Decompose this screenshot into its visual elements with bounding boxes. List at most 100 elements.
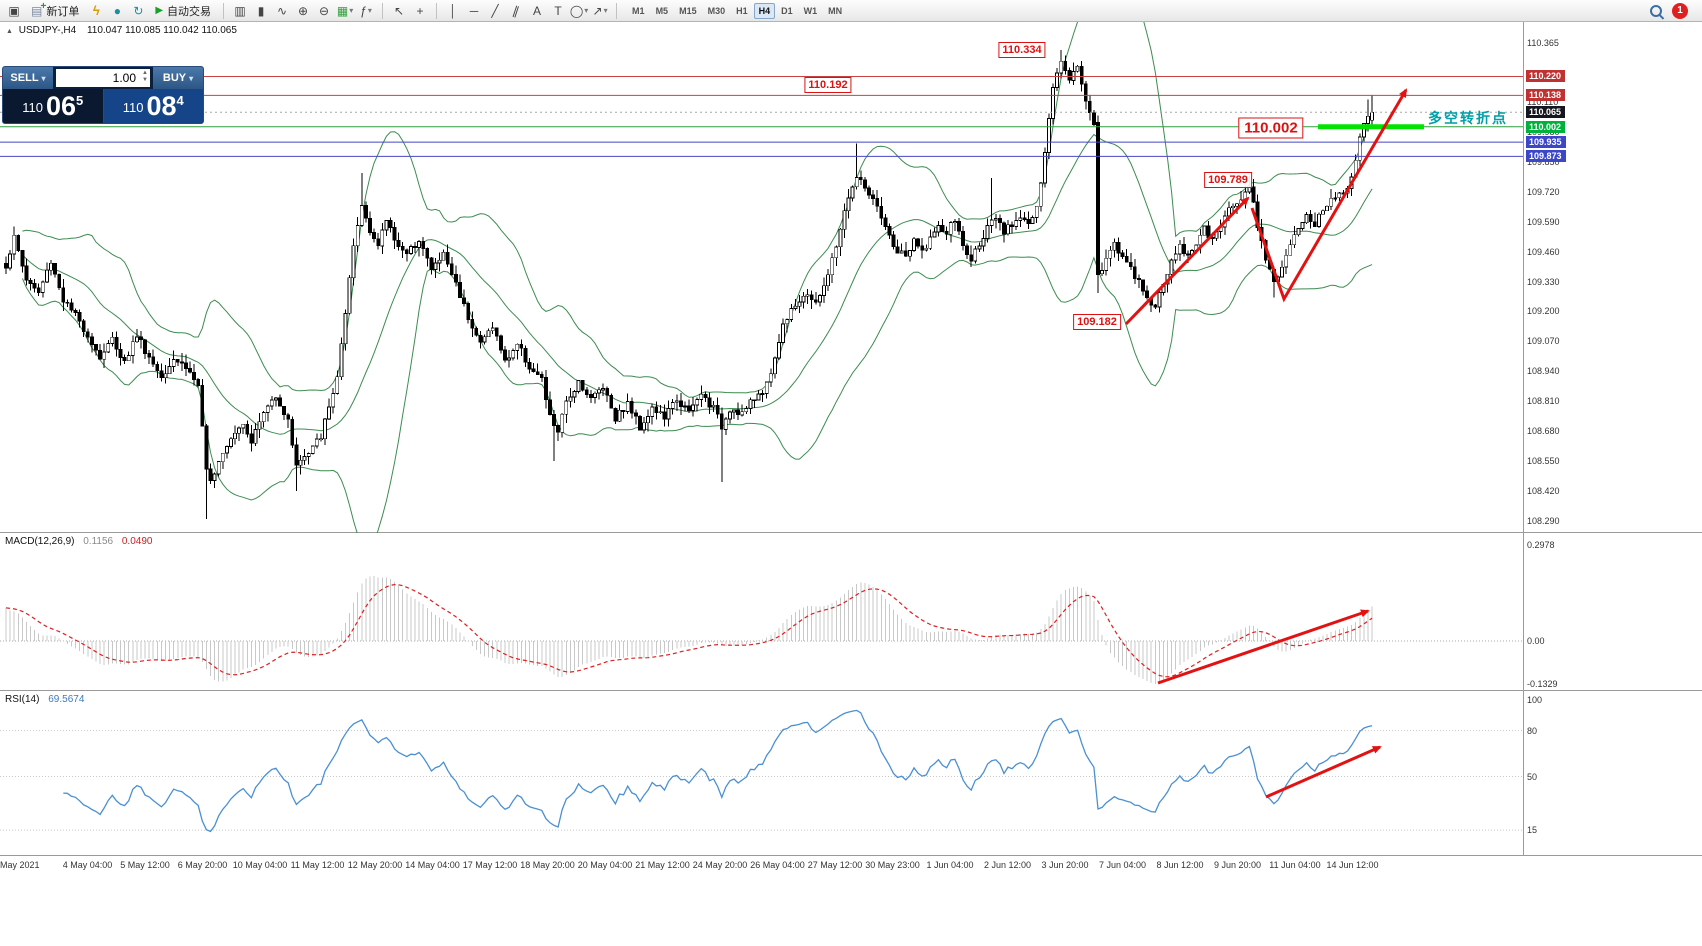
time-scale-label: 3 Jun 20:00: [1041, 860, 1089, 870]
cursor-icon[interactable]: ↖: [394, 3, 405, 18]
timeframe-mn[interactable]: MN: [828, 5, 843, 16]
time-scale-label: 21 May 12:00: [635, 860, 690, 870]
time-scale-label: May 2021: [0, 860, 40, 870]
rsi-pane[interactable]: RSI(14) 69.5674 100 80 50 15: [0, 691, 1702, 856]
chevron-down-icon: ▾: [189, 73, 194, 83]
time-scale-label: 26 May 04:00: [750, 860, 805, 870]
timeframe-d1[interactable]: D1: [781, 5, 793, 16]
horizontal-lines: [0, 76, 1523, 157]
shapes-icon[interactable]: ◯ ▾: [569, 3, 589, 18]
trendline-icon[interactable]: ╱: [491, 3, 499, 18]
autotrading-button[interactable]: ▶ 自动交易: [149, 2, 217, 20]
charts-icon[interactable]: ●: [113, 3, 121, 18]
time-scale-label: 2 Jun 12:00: [983, 860, 1032, 870]
sell-button[interactable]: SELL ▾: [3, 67, 53, 89]
macd-signal-line: [5, 583, 1373, 678]
search-icon[interactable]: [1648, 3, 1664, 19]
vertical-line-icon[interactable]: │: [449, 3, 457, 18]
zoom-in-icon[interactable]: ⊕: [298, 3, 309, 18]
refresh-icon[interactable]: ↻: [133, 3, 144, 18]
volume-field: ▲▼: [56, 69, 150, 87]
macd-pane[interactable]: MACD(12,26,9) 0.1156 0.0490 0.2978 0.00 -0…: [0, 533, 1702, 691]
rsi-canvas[interactable]: [0, 691, 1523, 856]
timeframe-m1[interactable]: M1: [632, 5, 645, 16]
rsi-axis[interactable]: 100 80 50 15: [1526, 691, 1646, 855]
timeframe-h4[interactable]: H4: [753, 2, 776, 19]
rsi-scale-label: 100: [1527, 695, 1543, 705]
sell-price[interactable]: 110 06 5: [3, 89, 103, 123]
autotrading-label: 自动交易: [167, 5, 212, 18]
timeframe-m5[interactable]: M5: [655, 5, 669, 16]
time-scale-label: 11 Jun 04:00: [1269, 860, 1321, 870]
macd-canvas[interactable]: [0, 533, 1523, 691]
text-tool-icon[interactable]: A: [533, 3, 542, 18]
buy-price[interactable]: 110 08 4: [102, 89, 203, 123]
chevron-down-icon: ▾: [367, 6, 372, 15]
price-callout: 110.192: [804, 77, 852, 93]
channel-icon[interactable]: ∥: [511, 2, 522, 19]
notification-badge[interactable]: 1: [1672, 2, 1688, 19]
time-scale-label: 9 Jun 20:00: [1213, 860, 1262, 870]
price-callout: 110.002: [1238, 117, 1304, 139]
price-badge: 110.138: [1526, 89, 1566, 102]
line-chart-icon[interactable]: ∿: [277, 3, 288, 18]
time-scale-label: 8 Jun 12:00: [1156, 860, 1204, 870]
price-scale-label: 108.810: [1527, 396, 1560, 407]
price-scale-label: 108.420: [1527, 486, 1560, 497]
arrow-tool-icon[interactable]: ↗ ▾: [592, 3, 608, 18]
timeframe-h1[interactable]: H1: [736, 5, 748, 16]
volume-input[interactable]: [56, 69, 150, 87]
rsi-value: 69.5674: [48, 694, 85, 705]
symbol-name: USDJPY-,H4: [18, 25, 77, 36]
macd-signal-value: 0.0490: [121, 536, 153, 547]
one-click-trade-panel: SELL▾ ▲▼ BUY▾ 110 06 5 110 08: [2, 66, 204, 124]
timeframe-m30[interactable]: M30: [707, 5, 726, 16]
volume-stepper[interactable]: ▲ ▼: [142, 70, 148, 83]
price-scale-label: 108.550: [1527, 456, 1560, 467]
zoom-out-icon[interactable]: ⊖: [319, 3, 330, 18]
grid-icon[interactable]: ▦ ▾: [336, 3, 354, 18]
indicators-icon[interactable]: ƒ ▾: [360, 3, 372, 18]
horizontal-line-icon[interactable]: ─: [469, 3, 479, 18]
label-tool-icon[interactable]: T: [554, 3, 562, 18]
quick-trade-icon[interactable]: ϟ: [92, 3, 100, 18]
timeframe-w1[interactable]: W1: [803, 5, 818, 16]
price-chart-canvas[interactable]: [0, 22, 1523, 533]
price-badge: 109.935: [1526, 136, 1566, 149]
crosshair-icon[interactable]: +: [416, 3, 424, 18]
price-chart-pane[interactable]: ▲ USDJPY-,H4 110.047 110.085 110.042 110…: [0, 22, 1702, 533]
time-scale-label: 14 May 04:00: [405, 860, 460, 870]
chevron-down-icon: ▾: [584, 6, 589, 15]
collapse-triangle-icon[interactable]: ▲: [6, 28, 13, 35]
timeframe-m15[interactable]: M15: [679, 5, 697, 16]
macd-scale-label: -0.1329: [1527, 678, 1558, 689]
time-scale-label: 5 May 12:00: [120, 860, 170, 870]
candlestick-series: [4, 50, 1374, 519]
price-callout: 109.789: [1204, 172, 1252, 188]
bar-chart-icon[interactable]: ▥: [234, 3, 246, 18]
candlestick-icon[interactable]: ▮: [257, 3, 265, 18]
new-chart-icon[interactable]: ▣: [8, 3, 20, 18]
play-icon: ▶: [155, 5, 164, 16]
time-axis[interactable]: May 2021 4 May 04:00 5 May 12:00 6 May 20:0…: [0, 856, 1702, 946]
price-callout: 110.334: [998, 42, 1046, 58]
time-scale-label: 20 May 04:00: [577, 860, 633, 870]
price-badge: 110.065: [1526, 106, 1566, 119]
macd-main-value: 0.1156: [83, 536, 114, 547]
buy-button[interactable]: BUY ▾: [153, 67, 203, 89]
toolbar-separator: [382, 2, 384, 19]
rsi-scale-label: 15: [1527, 825, 1538, 836]
time-scale-label: 24 May 20:00: [692, 860, 748, 870]
chevron-down-icon: ▾: [41, 73, 46, 83]
macd-axis[interactable]: 0.2978 0.00 -0.1329: [1526, 533, 1646, 690]
rsi-line: [63, 709, 1373, 833]
price-scale-label: 110.110: [1527, 96, 1559, 107]
chevron-down-icon: ▾: [349, 6, 354, 15]
pivot-point-note: 多空转折点: [1428, 110, 1508, 126]
price-axis[interactable]: 110.365110.110109.980109.850109.720109.5…: [1526, 22, 1646, 532]
new-order-button[interactable]: ▤ + 新订单: [25, 1, 85, 20]
price-scale-label: 109.720: [1527, 186, 1560, 197]
price-scale-label: 109.200: [1527, 306, 1560, 317]
time-scale-label: 18 May 20:00: [520, 860, 575, 870]
